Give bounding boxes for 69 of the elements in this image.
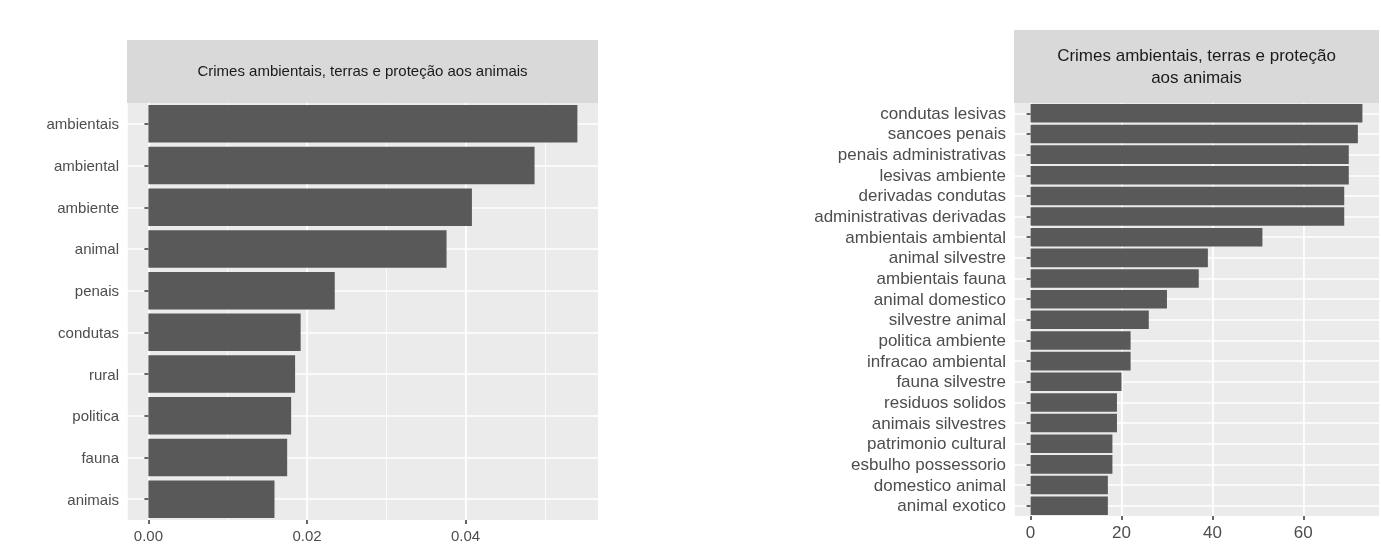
y-tick-label: rural <box>88 365 119 383</box>
y-tick-label: animal exotico <box>897 496 1006 516</box>
bar <box>1030 496 1108 515</box>
y-tick-label: animais silvestres <box>871 413 1006 433</box>
y-tick-label: ambiental <box>53 157 119 175</box>
x-tick-label: 0.02 <box>292 527 322 544</box>
y-tick-label: animal silvestre <box>888 248 1006 268</box>
bar <box>1030 475 1108 495</box>
bar <box>1030 331 1131 350</box>
bar <box>1030 310 1149 330</box>
y-tick-label: politica <box>72 407 120 425</box>
x-tick-label: 0.00 <box>133 527 164 544</box>
y-tick-label: ambiente <box>57 198 119 216</box>
y-tick-label: penais administrativas <box>837 145 1006 165</box>
bar <box>148 438 288 477</box>
y-tick-label: fauna silvestre <box>896 372 1006 392</box>
bar <box>1030 124 1358 144</box>
y-tick-label: ambientais <box>46 115 119 133</box>
bar <box>1030 372 1122 392</box>
bar <box>148 146 535 185</box>
bar <box>148 230 447 268</box>
bar <box>1030 227 1263 247</box>
y-tick-label: silvestre animal <box>888 310 1006 330</box>
bar <box>1030 289 1167 309</box>
bar <box>1030 186 1345 206</box>
bar <box>148 188 472 227</box>
y-tick-label: penais <box>74 282 119 300</box>
y-tick-label: ambientais fauna <box>876 269 1007 289</box>
bar <box>148 355 296 393</box>
x-tick-label: 60 <box>1293 523 1313 542</box>
bar <box>1030 104 1363 123</box>
bar <box>148 396 292 435</box>
bar <box>1030 269 1199 288</box>
bar <box>1030 434 1113 454</box>
bar <box>1030 145 1349 164</box>
bar <box>148 105 578 143</box>
y-tick-label: lesivas ambiente <box>879 165 1006 185</box>
bar <box>148 313 301 352</box>
y-tick-label: animal <box>74 240 119 258</box>
bar <box>148 271 335 310</box>
y-tick-label: derivadas condutas <box>858 186 1006 206</box>
y-tick-label: animais <box>67 490 119 508</box>
bar <box>1030 455 1113 474</box>
x-tick-label: 0 <box>1025 523 1036 542</box>
bar <box>1030 165 1349 185</box>
chart-title: Crimes ambientais, terras e proteção aos animais <box>1014 30 1379 103</box>
y-tick-label: infracao ambiental <box>867 351 1006 371</box>
x-tick-label: 20 <box>1112 523 1131 542</box>
y-tick-label: animal domestico <box>873 289 1006 309</box>
bar <box>1030 413 1117 433</box>
y-tick-label: fauna <box>81 448 120 466</box>
y-tick-label: politica ambiente <box>878 330 1006 350</box>
bar <box>1030 393 1117 412</box>
y-tick-label: domestico animal <box>873 475 1006 495</box>
y-tick-label: patrimonio cultural <box>867 434 1006 454</box>
y-tick-label: condutas <box>58 323 119 341</box>
y-tick-label: esbulho possessorio <box>851 454 1006 474</box>
y-tick-label: administrativas derivadas <box>814 207 1006 227</box>
y-tick-label: condutas lesivas <box>880 103 1006 123</box>
bar <box>1030 351 1131 371</box>
y-tick-label: ambientais ambiental <box>845 227 1006 247</box>
chart-title: Crimes ambientais, terras e proteção aos animais <box>127 40 598 103</box>
x-tick-label: 40 <box>1202 523 1222 542</box>
y-tick-label: residuos solidos <box>884 392 1006 412</box>
bar <box>1030 248 1208 268</box>
bar <box>1030 207 1345 226</box>
bar <box>148 480 275 518</box>
x-tick-label: 0.04 <box>450 527 481 544</box>
y-tick-label: sancoes penais <box>887 124 1006 144</box>
